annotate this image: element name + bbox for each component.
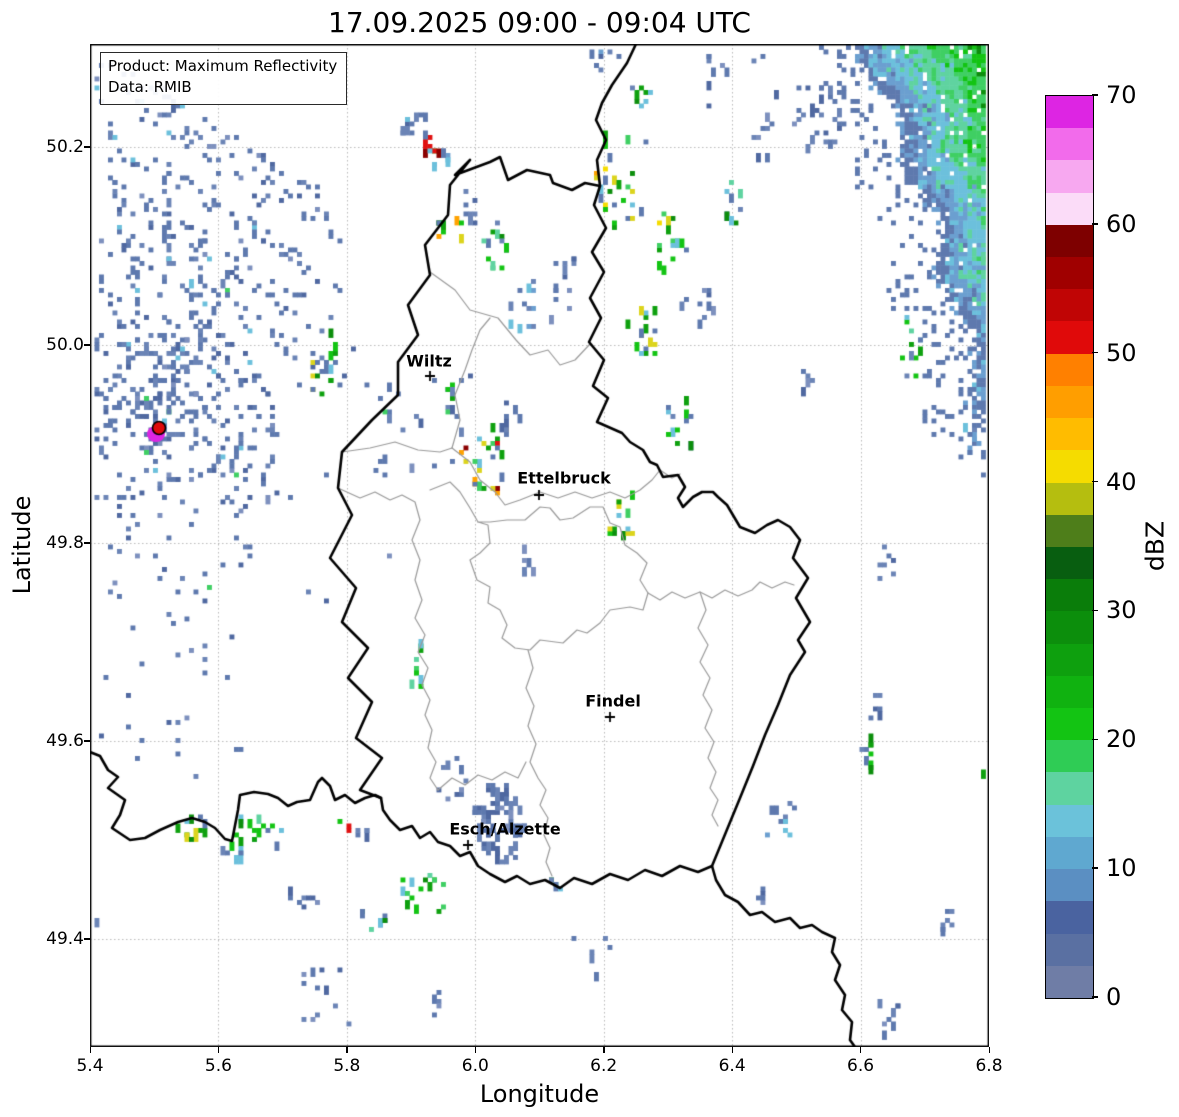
colorbar-segment — [1046, 740, 1093, 773]
colorbar-segment — [1046, 192, 1093, 225]
x-tick-mark — [860, 1047, 862, 1053]
colorbar-tick-mark — [1092, 996, 1098, 998]
y-tick-label: 49.8 — [46, 533, 84, 553]
colorbar-segment — [1046, 643, 1093, 676]
colorbar-segment — [1046, 933, 1093, 966]
x-tick-mark — [474, 1047, 477, 1053]
colorbar-tick-label: 50 — [1106, 338, 1137, 367]
y-tick-label: 49.6 — [46, 731, 84, 751]
y-tick-mark — [84, 542, 90, 544]
colorbar-segment — [1046, 804, 1093, 837]
colorbar-segment — [1046, 224, 1093, 257]
x-tick-mark — [217, 1047, 220, 1053]
y-tick-mark — [84, 740, 90, 742]
colorbar-label: dBZ — [1140, 520, 1170, 572]
city-label-findel: Findel — [585, 691, 641, 711]
colorbar-segment — [1046, 675, 1093, 709]
colorbar-segment — [1046, 418, 1093, 451]
x-tick-mark — [89, 1047, 91, 1053]
colorbar-segment — [1046, 869, 1093, 902]
radar-map-canvas — [90, 44, 989, 1047]
x-axis-label: Longitude — [479, 1080, 600, 1108]
x-tick-mark — [603, 1047, 605, 1053]
x-tick-mark — [731, 1047, 734, 1053]
colorbar-segment — [1046, 128, 1093, 161]
y-tick-mark — [84, 344, 90, 346]
colorbar-tick-label: 40 — [1106, 467, 1137, 496]
colorbar-tick-label: 0 — [1106, 983, 1122, 1011]
colorbar-segment — [1046, 450, 1093, 483]
colorbar-segment — [1046, 482, 1093, 515]
colorbar-segment — [1046, 321, 1093, 354]
colorbar-tick-mark — [1092, 94, 1098, 96]
city-label-wiltz: Wiltz — [406, 351, 452, 371]
colorbar-tick-label: 30 — [1106, 596, 1137, 625]
colorbar-segment — [1046, 514, 1093, 547]
x-tick-label: 6.0 — [461, 1056, 489, 1076]
colorbar — [1045, 95, 1094, 999]
colorbar-segment — [1046, 901, 1093, 934]
product-info-line2: Data: RMIB — [108, 78, 192, 97]
colorbar-tick-mark — [1092, 223, 1098, 225]
colorbar-tick-label: 60 — [1106, 209, 1137, 238]
colorbar-tick-mark — [1092, 609, 1098, 612]
colorbar-segment — [1046, 965, 1093, 998]
colorbar-tick-label: 70 — [1106, 81, 1137, 109]
colorbar-segment — [1046, 579, 1093, 612]
y-tick-mark — [84, 146, 90, 148]
x-tick-label: 5.4 — [76, 1056, 104, 1076]
colorbar-tick-mark — [1092, 867, 1098, 869]
colorbar-tick-label: 20 — [1106, 725, 1137, 754]
product-info-line1: Product: Maximum Reflectivity — [108, 57, 338, 75]
y-tick-label: 50.0 — [46, 335, 84, 355]
colorbar-tick-mark — [1092, 352, 1098, 354]
x-tick-label: 6.8 — [975, 1056, 1003, 1076]
y-tick-label: 50.2 — [46, 137, 84, 157]
figure-title: 17.09.2025 09:00 - 09:04 UTC — [328, 6, 751, 39]
product-info-box: Product: Maximum Reflectivity Data: RMIB — [100, 52, 348, 105]
colorbar-tick-label: 10 — [1106, 854, 1137, 883]
colorbar-segment — [1046, 353, 1093, 386]
colorbar-segment — [1046, 546, 1093, 580]
y-tick-label: 49.4 — [46, 929, 84, 949]
x-tick-label: 5.6 — [204, 1056, 232, 1076]
colorbar-segment — [1046, 256, 1093, 290]
city-label-esch-alzette: Esch/Alzette — [449, 819, 561, 839]
colorbar-tick-mark — [1092, 480, 1098, 483]
colorbar-segment — [1046, 611, 1093, 644]
colorbar-segment — [1046, 772, 1093, 805]
x-tick-mark — [346, 1047, 348, 1053]
colorbar-segment — [1046, 385, 1093, 419]
y-tick-mark — [84, 938, 90, 940]
x-tick-mark — [988, 1047, 990, 1053]
x-tick-label: 6.2 — [590, 1056, 618, 1076]
colorbar-segment — [1046, 708, 1093, 741]
x-tick-label: 5.8 — [333, 1056, 361, 1076]
colorbar-tick-mark — [1092, 738, 1098, 740]
colorbar-segment — [1046, 836, 1093, 870]
colorbar-segment — [1046, 95, 1093, 129]
x-tick-label: 6.4 — [718, 1056, 746, 1076]
colorbar-segment — [1046, 289, 1093, 322]
x-tick-label: 6.6 — [847, 1056, 875, 1076]
city-label-ettelbruck: Ettelbruck — [517, 468, 611, 488]
colorbar-segment — [1046, 160, 1093, 193]
